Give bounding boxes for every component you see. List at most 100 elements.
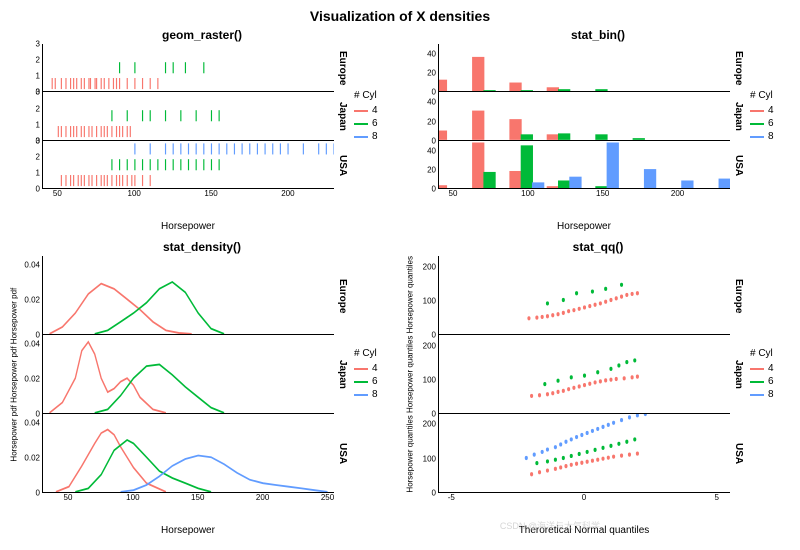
x-label: Horsepower [0, 221, 396, 232]
facet-panel [42, 92, 334, 140]
legend-item: 6 [354, 376, 396, 387]
y-tick: 0 [432, 185, 436, 194]
y-tick: 0.04 [24, 340, 40, 349]
y-axis-segment: 00.020.04 [20, 414, 42, 493]
legend-swatch [750, 123, 764, 125]
y-tick: 100 [423, 297, 436, 306]
x-tick: 50 [449, 189, 458, 198]
main-title: Visualization of X densities [0, 0, 800, 24]
legend-swatch [354, 381, 368, 383]
x-tick: 100 [521, 189, 534, 198]
y-axis-segment: 0100200 [416, 414, 438, 493]
y-tick: 200 [423, 341, 436, 350]
panel-title: stat_bin() [404, 28, 792, 42]
facet-panel [438, 256, 730, 335]
legend-swatch [354, 136, 368, 138]
legend-label: 8 [372, 389, 378, 400]
x-tick: 100 [126, 493, 139, 502]
facet-panel [42, 414, 334, 493]
y-tick: 100 [423, 454, 436, 463]
legend-swatch [354, 110, 368, 112]
facet-strip: USA [730, 141, 744, 189]
facet-strip: USA [730, 414, 744, 493]
facet-strip: USA [334, 141, 348, 189]
legend-title: # Cyl [354, 348, 396, 359]
legend-title: # Cyl [354, 90, 396, 101]
legend-swatch [750, 136, 764, 138]
y-axis-segment: 0123 [20, 141, 42, 189]
legend-swatch [750, 381, 764, 383]
y-tick: 0.04 [24, 418, 40, 427]
y-tick: 200 [423, 420, 436, 429]
y-axis-segment: 00.020.04 [20, 335, 42, 414]
y-tick: 200 [423, 262, 436, 271]
x-tick: 150 [204, 189, 217, 198]
facet-strip: Japan [334, 335, 348, 414]
y-tick: 2 [36, 56, 40, 65]
facet-panel [42, 256, 334, 335]
y-tick: 20 [427, 117, 436, 126]
y-tick: 20 [427, 166, 436, 175]
x-label: Horsepower [0, 525, 396, 536]
facet-panel [438, 414, 730, 493]
facet-panel [42, 44, 334, 92]
y-tick: 0 [36, 185, 40, 194]
y-axis-segment: 0123 [20, 44, 42, 92]
facet-panel [438, 92, 730, 140]
legend-item: 8 [750, 389, 792, 400]
y-axis-segment: 0123 [20, 92, 42, 140]
legend-label: 8 [768, 131, 774, 142]
x-tick: 200 [281, 189, 294, 198]
legend-item: 8 [354, 389, 396, 400]
y-tick: 40 [427, 98, 436, 107]
x-tick: 200 [671, 189, 684, 198]
panel-density: stat_density() Horsepower pdf Horsepower… [8, 240, 396, 536]
panel-title: geom_raster() [8, 28, 396, 42]
legend-swatch [354, 394, 368, 396]
x-tick: 200 [256, 493, 269, 502]
legend-swatch [750, 110, 764, 112]
y-tick: 0 [432, 489, 436, 498]
y-axis-segment: 00.020.04 [20, 256, 42, 335]
legend-swatch [354, 123, 368, 125]
x-tick: -5 [448, 493, 455, 502]
y-tick: 1 [36, 120, 40, 129]
y-tick: 40 [427, 49, 436, 58]
legend-title: # Cyl [750, 90, 792, 101]
y-tick: 1 [36, 72, 40, 81]
facet-strip: Japan [730, 335, 744, 414]
facet-panel [42, 141, 334, 189]
panel-bin: stat_bin() 020400204002040 EuropeJapanUS… [404, 28, 792, 232]
facet-strip: Japan [334, 92, 348, 140]
legend-item: 6 [354, 118, 396, 129]
x-tick: 5 [714, 493, 718, 502]
legend-label: 4 [372, 363, 378, 374]
y-tick: 100 [423, 375, 436, 384]
panel-qq: stat_qq() Horsepower quantiles Horsepowe… [404, 240, 792, 536]
x-tick: 250 [321, 493, 334, 502]
legend-swatch [750, 368, 764, 370]
y-tick: 0.04 [24, 261, 40, 270]
x-tick: 150 [191, 493, 204, 502]
legend-label: 4 [768, 105, 774, 116]
y-tick: 2 [36, 104, 40, 113]
y-tick: 3 [36, 88, 40, 97]
facet-strip: Europe [730, 256, 744, 335]
y-tick: 1 [36, 169, 40, 178]
x-tick: 0 [582, 493, 586, 502]
y-axis-segment: 0100200 [416, 256, 438, 335]
y-label [404, 44, 416, 189]
y-tick: 0 [36, 489, 40, 498]
legend-swatch [354, 368, 368, 370]
facet-panel [438, 141, 730, 189]
legend-label: 6 [372, 118, 378, 129]
legend-swatch [750, 394, 764, 396]
panel-title: stat_density() [8, 240, 396, 254]
legend-label: 6 [372, 376, 378, 387]
y-tick: 40 [427, 146, 436, 155]
y-tick: 0.02 [24, 296, 40, 305]
panel-raster: geom_raster() 012301230123 EuropeJapanUS… [8, 28, 396, 232]
facet-panel [438, 44, 730, 92]
y-axis-segment: 02040 [416, 92, 438, 140]
y-axis-segment: 0100200 [416, 335, 438, 414]
